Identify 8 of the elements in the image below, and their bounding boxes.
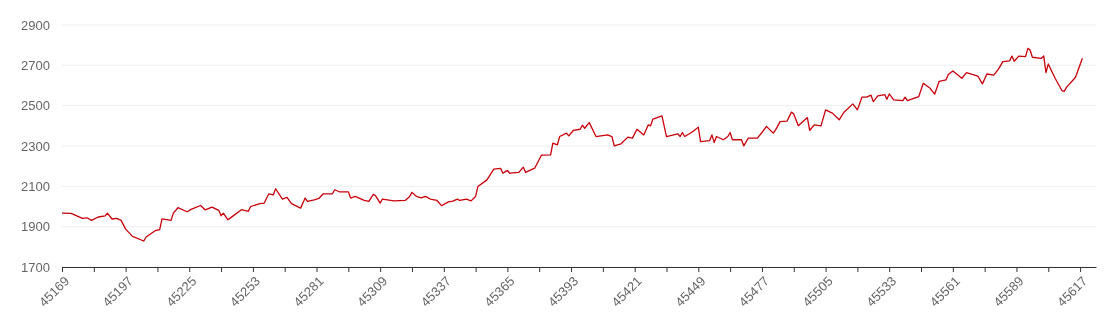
y-tick-label: 2100 bbox=[21, 178, 50, 194]
line-series bbox=[61, 47, 1084, 242]
y-tick-label: 1900 bbox=[21, 219, 50, 235]
y-tick-label: 1700 bbox=[21, 259, 50, 275]
y-tick-label: 2300 bbox=[21, 138, 50, 154]
y-tick-label: 2700 bbox=[21, 57, 50, 73]
y-tick-label: 2900 bbox=[21, 17, 50, 33]
y-tick-label: 2500 bbox=[21, 98, 50, 114]
